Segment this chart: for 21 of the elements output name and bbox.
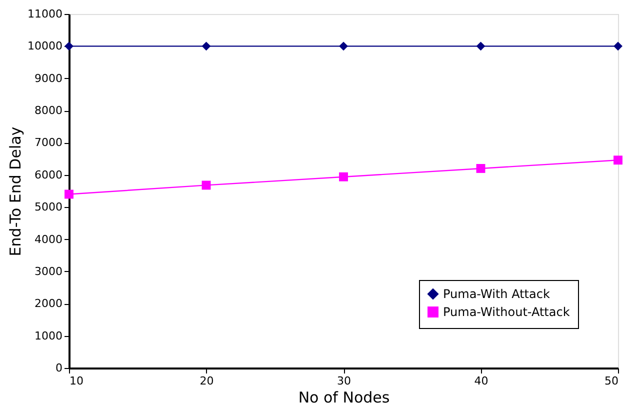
y-tick-label: 0 (56, 362, 62, 374)
y-tick-label: 10000 (28, 40, 62, 53)
legend-label: Puma-Without-Attack (443, 305, 570, 319)
y-tick-label: 7000 (34, 136, 62, 150)
x-tick-label: 10 (70, 374, 84, 388)
y-tick-label: 1000 (34, 329, 62, 342)
y-tick-label: 5000 (34, 200, 62, 214)
y-axis-title: End-To End Delay (6, 126, 25, 256)
y-tick-label: 6000 (34, 168, 62, 182)
legend-label: Puma-With Attack (443, 287, 550, 301)
x-tick-label: 20 (200, 374, 214, 388)
y-tick-label: 4000 (34, 232, 62, 246)
x-axis-title: No of Nodes (298, 388, 390, 406)
y-tick-label: 3000 (34, 264, 62, 278)
y-tick-label: 8000 (34, 104, 62, 118)
x-tick-label: 40 (474, 374, 488, 388)
y-tick-label: 9000 (34, 72, 62, 85)
x-tick-label: 30 (337, 374, 351, 388)
y-tick-label: 11000 (28, 8, 62, 20)
x-tick-label: 50 (604, 374, 618, 388)
y-tick-label: 2000 (34, 297, 62, 310)
